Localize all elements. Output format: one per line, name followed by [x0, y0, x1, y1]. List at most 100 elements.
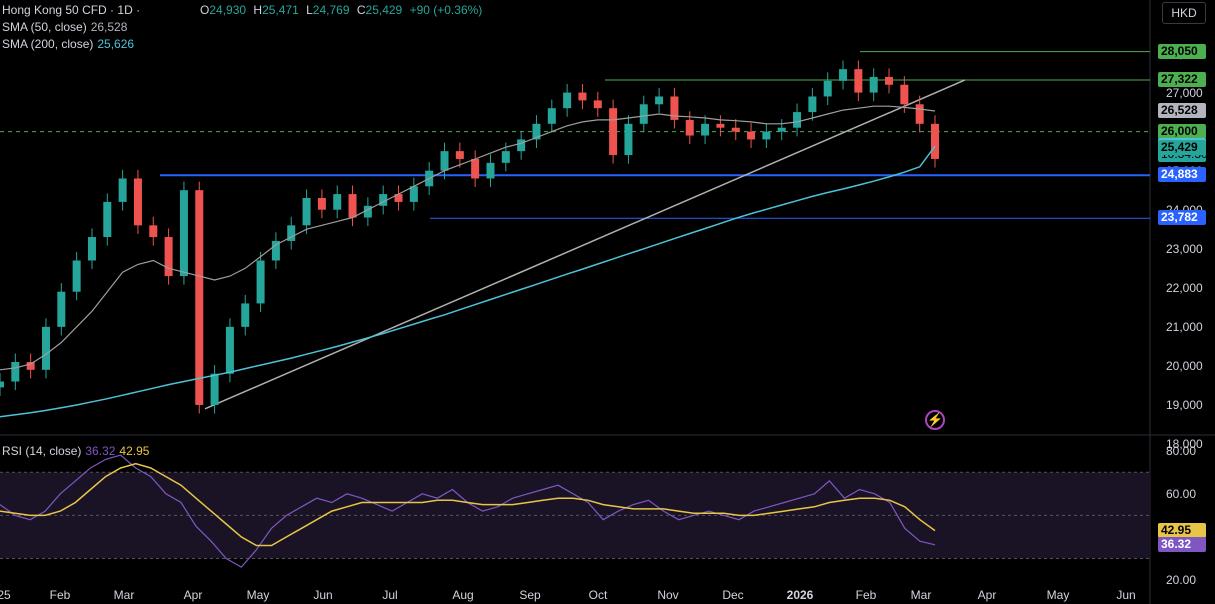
rsi-ma-line: [0, 462, 936, 547]
candle-body: [210, 373, 219, 405]
candle-body: [225, 326, 234, 374]
price-axis-label: 23,000: [1166, 241, 1203, 256]
price-axis-label: 18,000: [1166, 437, 1203, 451]
candle-body: [731, 127, 740, 132]
candle-body: [409, 186, 418, 202]
rsi-value: 36.32: [85, 444, 116, 458]
sma200-value: 25,626: [97, 37, 135, 51]
candle-body: [900, 84, 909, 105]
sma50-line: [0, 105, 936, 371]
x-axis-label: Mar: [113, 588, 135, 602]
price-tag: 23,782: [1158, 210, 1206, 226]
x-axis-label: May: [246, 588, 270, 602]
x-axis-label: Apr: [977, 588, 997, 602]
candle-body: [363, 205, 372, 218]
x-axis-label: Aug: [452, 588, 474, 602]
sma200-legend[interactable]: SMA (200, close) 25,626: [2, 36, 134, 53]
x-axis-label: Mar: [910, 588, 932, 602]
candle-body: [655, 96, 664, 105]
rsi-tag: 42.95: [1158, 522, 1206, 538]
price-tag: 28,050: [1158, 43, 1206, 59]
candle-body: [348, 194, 357, 218]
candle-body: [823, 80, 832, 97]
candle-body: [716, 123, 725, 128]
sma200-line: [0, 145, 936, 418]
low-value: 24,769: [312, 3, 350, 17]
candle-body: [72, 260, 81, 292]
candle-body: [103, 201, 112, 238]
candle-body: [869, 76, 878, 93]
price-tag: 27,322: [1158, 71, 1206, 87]
rsi-band: [0, 472, 1150, 559]
candle-body: [701, 123, 710, 136]
rsi-legend[interactable]: RSI (14, close) 36.32 42.95: [2, 443, 149, 460]
price-tag: 24,883: [1158, 167, 1206, 183]
candle-body: [271, 240, 280, 261]
rsi-axis-label: 80.00: [1166, 443, 1197, 458]
change-value: +90 (+0.36%): [409, 3, 483, 17]
candle-body: [256, 260, 265, 304]
x-axis-label: Nov: [657, 588, 679, 602]
candle-body: [179, 190, 188, 277]
candle-body: [593, 100, 602, 109]
ohlc-readout: O24,930 H25,471 L24,769 C25,429 +90 (+0.…: [200, 3, 486, 17]
price-tag: 26,528: [1158, 103, 1206, 118]
candle-body: [87, 237, 96, 261]
candle-body: [747, 131, 756, 140]
sma50-value: 26,528: [90, 20, 128, 34]
candle-body: [0, 381, 4, 388]
candle-body: [195, 190, 204, 405]
candle-body: [915, 104, 924, 124]
candle-body: [685, 119, 694, 136]
candle-body: [501, 151, 510, 163]
x-axis-label: Sep: [519, 588, 541, 602]
candle-body: [793, 112, 802, 128]
x-axis-label: Jun: [1116, 588, 1136, 602]
high-value: 25,471: [262, 3, 299, 17]
currency-button[interactable]: HKD: [1162, 2, 1206, 24]
price-tag: 25,429: [1158, 139, 1206, 155]
candle-body: [839, 69, 848, 81]
candle-body: [532, 123, 541, 140]
candle-body: [333, 194, 342, 210]
open-value: 24,930: [209, 3, 247, 17]
candle-body: [241, 303, 250, 327]
candle-body: [578, 92, 587, 101]
x-axis-label: Jul: [382, 588, 398, 602]
sma200-label: SMA (200, close): [2, 37, 94, 51]
x-axis-label: 25: [0, 588, 11, 602]
candle-body: [624, 123, 633, 156]
rsi-axis-label: 20.00: [1166, 573, 1197, 587]
candle-body: [808, 96, 817, 113]
candle-body: [931, 123, 939, 159]
x-axis-label: 2026: [786, 588, 814, 602]
candle-body: [394, 194, 403, 202]
candle-body: [26, 362, 35, 370]
candle-body: [777, 127, 786, 132]
candle-body: [133, 178, 142, 226]
high-label: H: [253, 3, 263, 17]
x-axis-label: May: [1046, 588, 1070, 602]
rsi-tag: 36.32: [1158, 536, 1206, 552]
flash-icon[interactable]: ⚡: [925, 410, 945, 430]
x-axis-label: Apr: [183, 588, 203, 602]
rsi-ma-value: 42.95: [119, 444, 150, 458]
candle-body: [57, 291, 66, 327]
candle-body: [455, 151, 464, 159]
x-axis-label: Feb: [49, 588, 71, 602]
sma50-legend[interactable]: SMA (50, close) 26,528: [2, 19, 127, 36]
candle-body: [118, 178, 127, 202]
price-tag: 26,000: [1158, 123, 1206, 139]
candle-body: [517, 139, 526, 152]
price-axis-label: 27,000: [1166, 85, 1203, 100]
price-axis-label: 21,000: [1166, 319, 1203, 334]
x-axis-label: Jun: [313, 588, 333, 602]
candle-body: [149, 225, 158, 238]
candle-body: [762, 131, 771, 140]
candle-body: [639, 104, 648, 124]
candle-body: [302, 198, 311, 226]
trendline: [204, 79, 966, 410]
candle-body: [471, 158, 480, 179]
rsi-axis-label: 60.00: [1166, 486, 1197, 501]
